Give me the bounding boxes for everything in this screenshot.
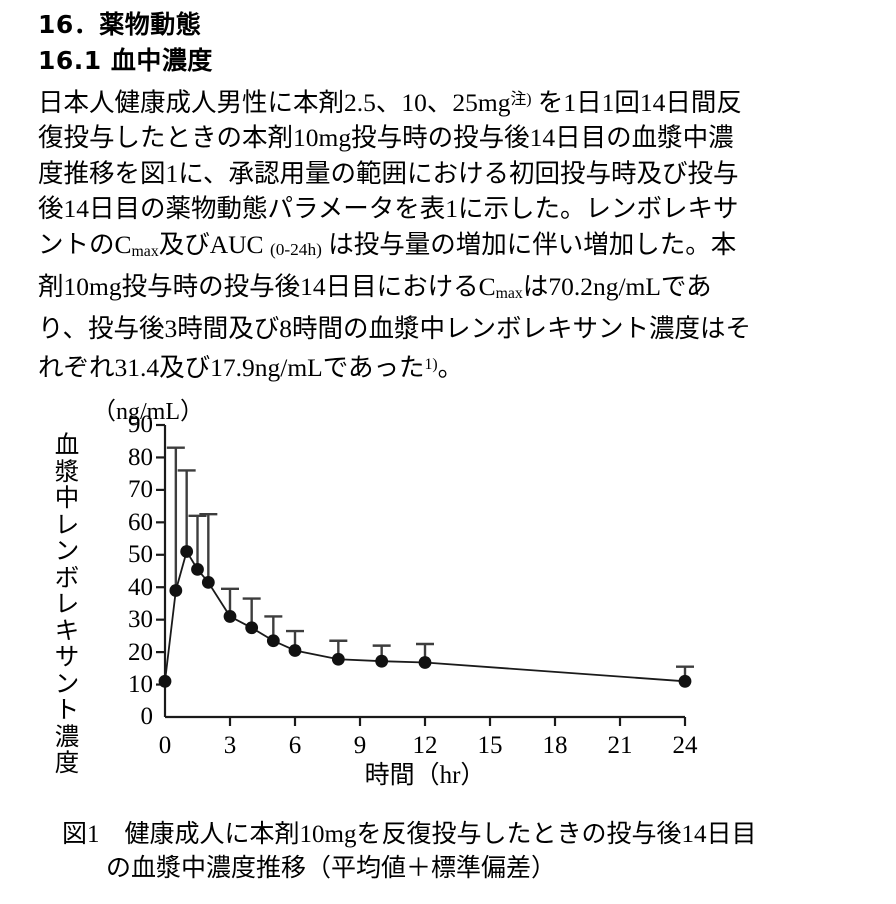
y-tick-label: 50	[128, 541, 153, 569]
y-tick-label: 60	[128, 508, 153, 536]
y-axis-title: 血漿中レンボレキサント濃度	[52, 433, 82, 778]
y-tick-label: 80	[128, 443, 153, 471]
x-tick-label: 18	[542, 732, 568, 760]
x-axis-title: 時間（hr）	[364, 762, 486, 790]
chart-data-points	[158, 545, 692, 689]
y-axis-title-char: キ	[54, 617, 80, 645]
y-axis-unit-label: （ng/mL）	[92, 399, 204, 426]
paragraph-line: れぞれ31.4及び17.9ng/mLであった1)。	[38, 352, 464, 382]
y-tick-label: 90	[128, 411, 153, 439]
y-tick-label: 0	[140, 703, 154, 731]
x-tick-label: 9	[353, 732, 367, 760]
y-tick-label: 70	[128, 476, 153, 504]
figure-caption-line-1: 図1 健康成人に本剤10mgを反復投与したときの投与後14日目	[62, 821, 757, 848]
body-paragraph: 日本人健康成人男性に本剤2.5、10、25mg注) を1日1回14日間反 復投与し…	[38, 82, 868, 386]
paragraph-line: 後14日目の薬物動態パラメータを表1に示した。レンボレキサ	[38, 194, 739, 224]
y-tick-label: 40	[128, 573, 153, 601]
figure-1: （ng/mL） 血漿中レンボレキサント濃度 0 10 20 30 40 50 60 70 80 9…	[30, 391, 868, 821]
y-tick-label: 10	[128, 670, 153, 698]
section-heading: 16．薬物動態	[38, 10, 202, 39]
y-axis-title-char: レ	[54, 511, 80, 539]
y-axis-title-char: ン	[54, 538, 80, 566]
paragraph-line: り、投与後3時間及び8時間の血漿中レンボレキサント濃度はそ	[38, 314, 751, 344]
x-tick-label: 0	[158, 732, 172, 760]
paragraph-line: 復投与したときの本剤10mg投与時の投与後14日目の血漿中濃	[38, 123, 734, 153]
y-axis-title-char: ボ	[54, 564, 80, 592]
paragraph-line: 剤10mg投与時の投与後14日目におけるCmaxは70.2ng/mLであ	[38, 271, 712, 302]
y-tick-label: 20	[128, 638, 153, 666]
y-axis-title-char: 度	[54, 750, 80, 778]
chart-errorbars	[166, 446, 694, 682]
y-axis-title-char: 濃	[54, 723, 80, 751]
paragraph-line: 度推移を図1に、承認用量の範囲における初回投与時及び投与	[38, 158, 739, 188]
x-tick-label: 24	[672, 732, 698, 760]
y-axis-title-char: 中	[54, 485, 80, 513]
x-tick-label: 6	[288, 732, 302, 760]
chart-axes	[156, 424, 687, 727]
y-axis-title-char: 血	[54, 432, 80, 460]
paragraph-line: ントのCmax及びAUC (0-24h) は投与量の増加に伴い増加した。本	[38, 229, 737, 260]
figure-caption-line-2: の血漿中濃度推移（平均値＋標準偏差）	[106, 855, 557, 882]
y-axis-title-char: 漿	[54, 458, 80, 486]
x-tick-label: 12	[412, 732, 438, 760]
x-tick-label: 15	[477, 732, 503, 760]
pk-concentration-chart: 血漿中レンボレキサント濃度 0 10 20 30 40 50 60 70 80 90 0 3 6 9 12…	[30, 412, 896, 789]
x-tick-label: 3	[223, 732, 237, 760]
chart-plot-area	[156, 424, 694, 727]
figure-caption: 図1 健康成人に本剤10mgを反復投与したときの投与後14日目 の血漿中濃度推移…	[0, 818, 896, 886]
y-axis-title-char: レ	[54, 591, 80, 619]
y-tick-label: 30	[128, 606, 153, 634]
y-axis-title-char: サ	[54, 644, 80, 672]
x-tick-label: 21	[607, 732, 633, 760]
paragraph-line: 日本人健康成人男性に本剤2.5、10、25mg注) を1日1回14日間反	[38, 87, 742, 117]
subsection-heading: 16.1 血中濃度	[38, 45, 213, 75]
y-axis-title-char: ン	[54, 670, 80, 698]
y-axis-title-char: ト	[54, 697, 80, 725]
